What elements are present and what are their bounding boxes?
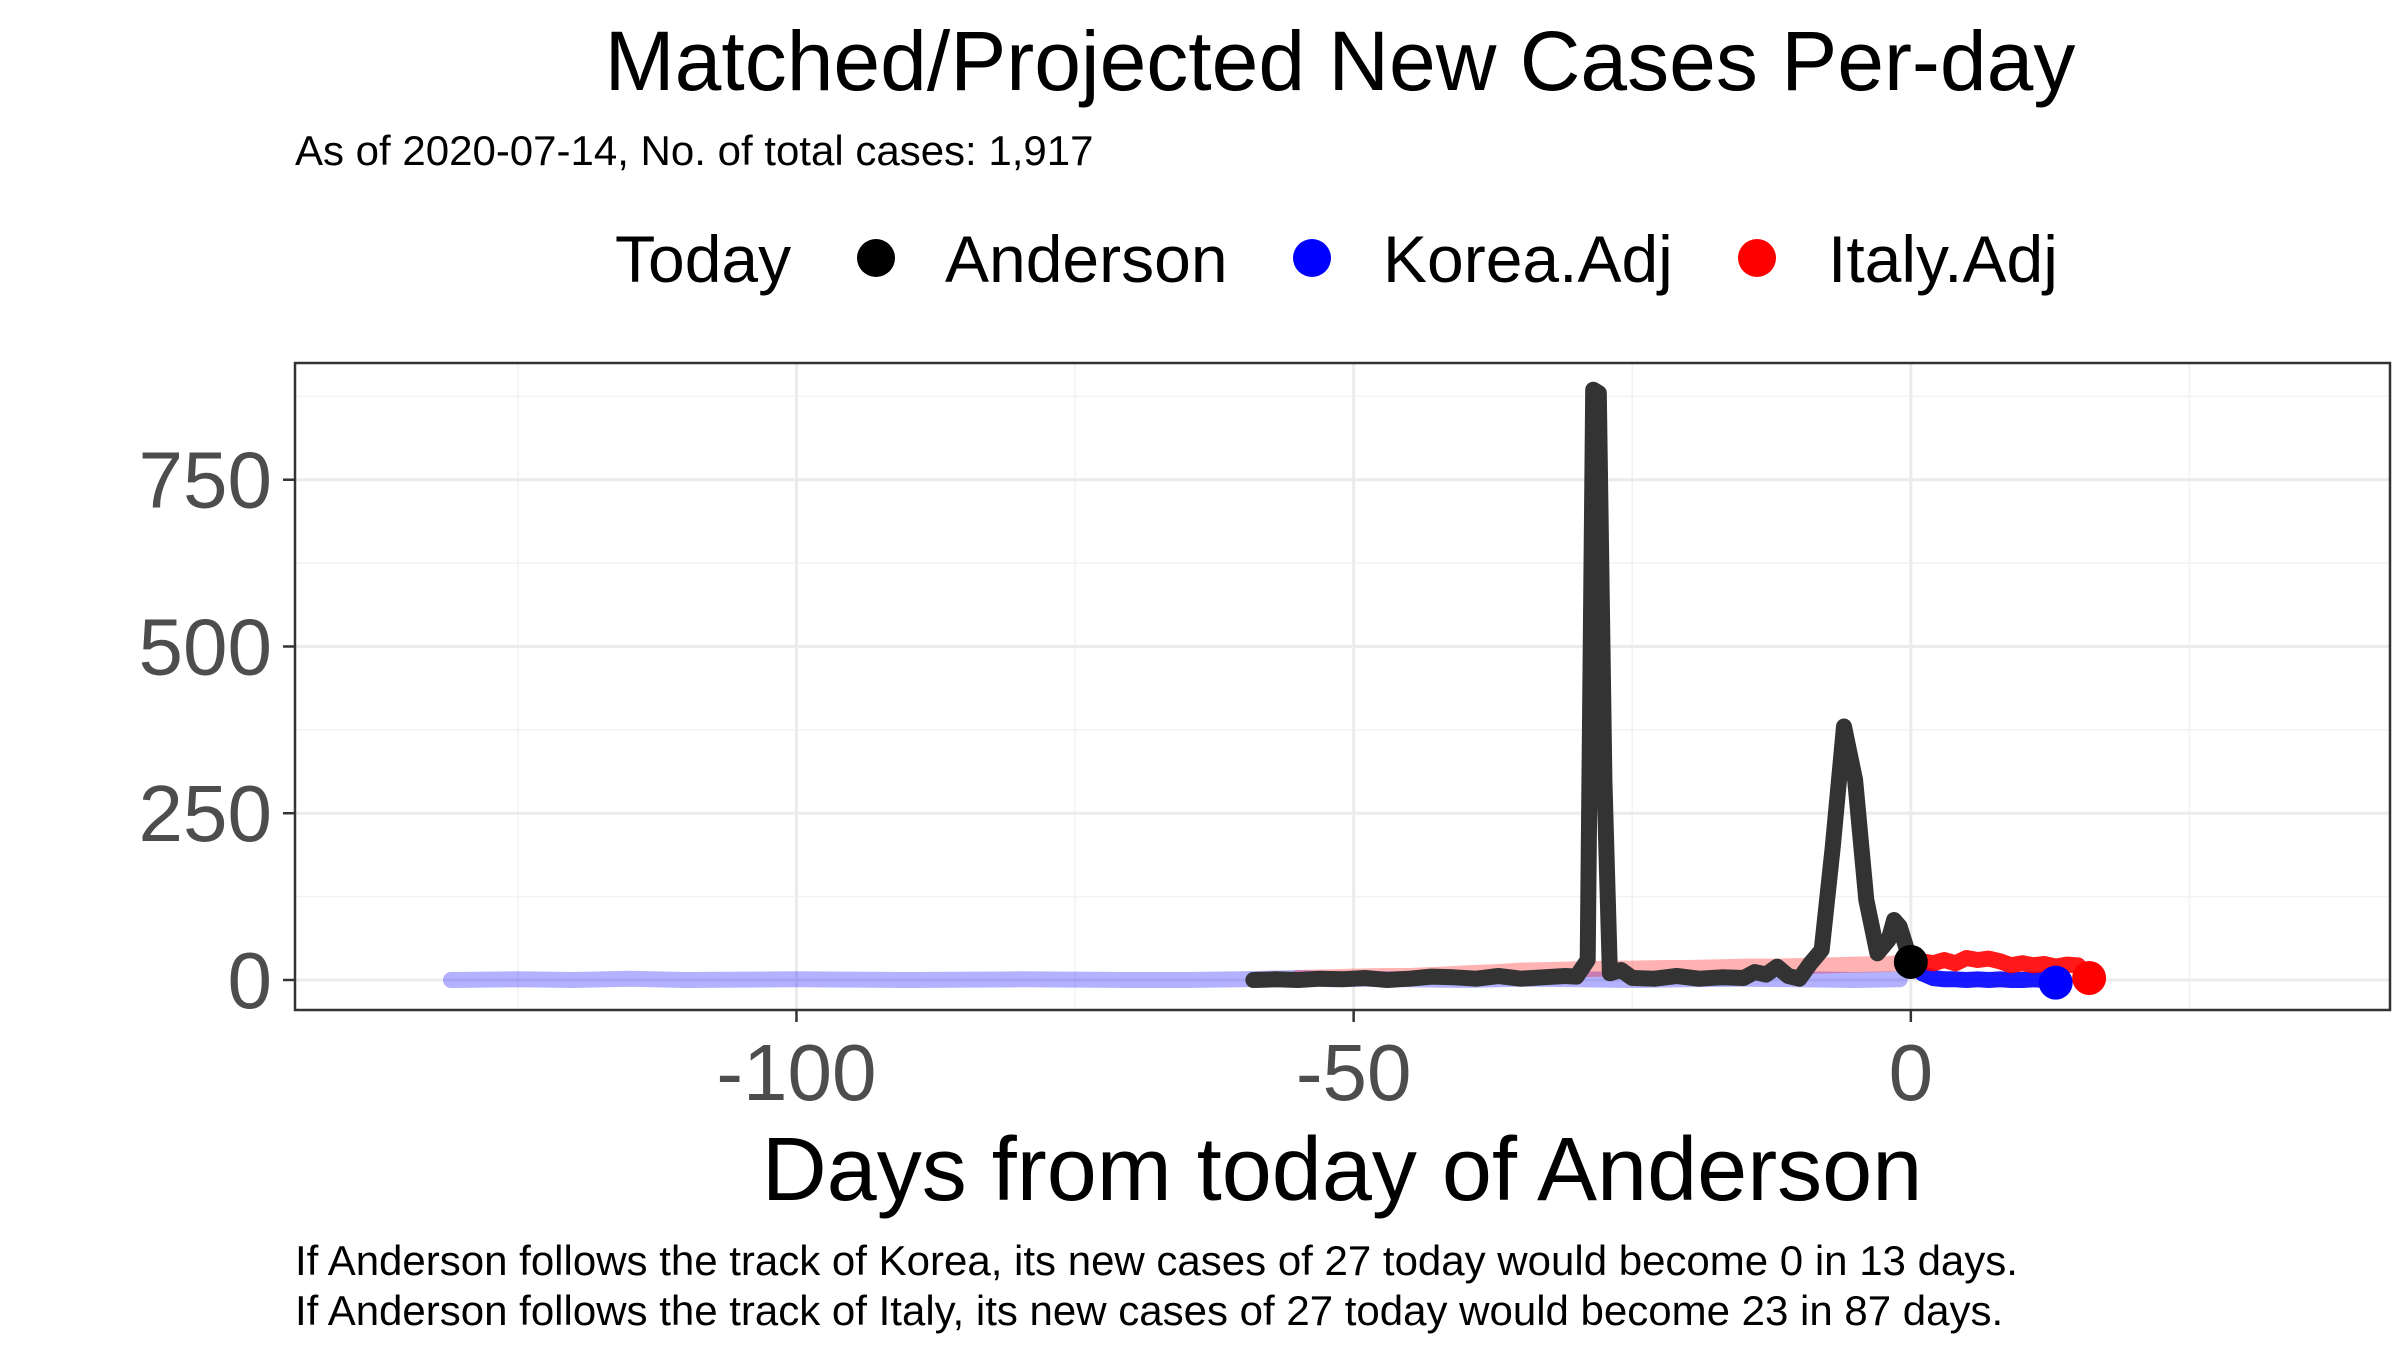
x-tick-label: -50 (1296, 1028, 1412, 1117)
y-tick-label: 500 (139, 602, 272, 691)
chart-title: Matched/Projected New Cases Per-day (605, 14, 2076, 108)
legend-key-anderson (857, 239, 895, 277)
x-tick-label: 0 (1889, 1028, 1934, 1117)
plot-panel (293, 361, 2392, 1012)
series-points (1893, 944, 2107, 1000)
legend-label-korea-adj: Korea.Adj (1383, 222, 1673, 296)
legend: Today Anderson Korea.Adj Italy.Adj (615, 222, 2058, 296)
legend-key-italy-adj (1738, 239, 1776, 277)
series-line-anderson_actual (1245, 381, 1919, 988)
plot-background (295, 363, 2390, 1010)
point-korea-adj (2038, 965, 2073, 1000)
y-tick-label: 0 (228, 936, 273, 1025)
series-line-korea_projected (1902, 954, 2064, 988)
chart-subtitle: As of 2020-07-14, No. of total cases: 1,… (295, 127, 1094, 174)
y-axis: 0 250 500 750 (139, 436, 295, 1025)
series-lines (443, 381, 2098, 988)
legend-label-italy-adj: Italy.Adj (1828, 222, 2058, 296)
series-line-italy_projected (1902, 950, 2098, 985)
legend-entries: Anderson Korea.Adj Italy.Adj (857, 222, 2058, 296)
legend-key-korea-adj (1293, 239, 1331, 277)
x-tick-label: -100 (716, 1028, 876, 1117)
legend-title: Today (615, 222, 791, 296)
point-anderson (1893, 944, 1928, 979)
x-axis: -100 -50 0 (716, 1010, 1933, 1117)
y-tick-label: 250 (139, 769, 272, 858)
y-tick-label: 750 (139, 436, 272, 525)
gridlines (295, 363, 2390, 1010)
x-axis-title: Days from today of Anderson (762, 1120, 1923, 1220)
point-italy-adj (2072, 960, 2107, 995)
caption-italy: If Anderson follows the track of Italy, … (295, 1287, 2003, 1334)
caption-korea: If Anderson follows the track of Korea, … (295, 1237, 2018, 1284)
legend-label-anderson: Anderson (945, 222, 1228, 296)
plot-border (293, 361, 2392, 1012)
